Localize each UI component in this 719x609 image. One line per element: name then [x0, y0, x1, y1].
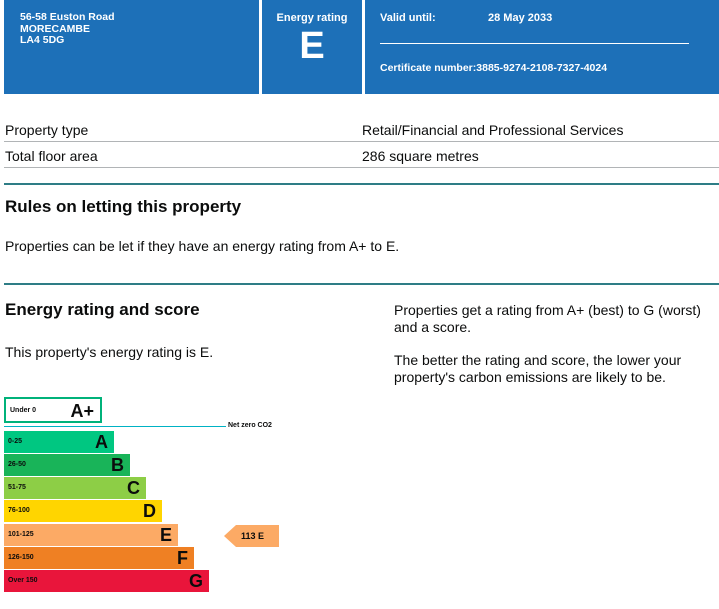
rating-letter: E	[299, 25, 325, 67]
fact-key: Property type	[5, 122, 89, 138]
band-letter: A+	[70, 401, 94, 421]
address-line-2: MORECAMBE	[20, 22, 90, 35]
certificate-header: 56-58 Euston Road MORECAMBE LA4 5DG Ener…	[0, 0, 719, 94]
band-letter: D	[143, 501, 156, 521]
valid-until-label: Valid until:	[380, 12, 436, 24]
band-range: Under 0	[10, 407, 37, 414]
certificate-number-row: Certificate number:3885-9274-2108-7327-4…	[380, 62, 607, 74]
section-divider	[4, 183, 719, 185]
net-zero-label: Net zero CO2	[228, 422, 272, 429]
band-g: Over 150 G	[4, 570, 209, 592]
energy-side-text-1: Properties get a rating from A+ (best) t…	[394, 302, 701, 335]
band-e: 101-125 E	[4, 524, 178, 546]
net-zero-line	[4, 426, 226, 427]
band-range: 51-75	[8, 484, 26, 491]
energy-heading: Energy rating and score	[5, 300, 200, 319]
certificate-number: 3885-9274-2108-7327-4024	[476, 62, 608, 74]
band-letter: F	[177, 548, 188, 568]
band-aplus: Under 0 A+	[4, 397, 102, 423]
band-d: 76-100 D	[4, 500, 162, 522]
band-letter: A	[95, 432, 108, 452]
band-letter: B	[111, 455, 124, 475]
energy-side-text-2: The better the rating and score, the low…	[394, 352, 682, 385]
header-divider	[380, 43, 689, 44]
certificate-number-label: Certificate number:	[380, 62, 477, 74]
band-b: 26-50 B	[4, 454, 130, 476]
current-score-label: 113 E	[241, 531, 264, 541]
fact-value: Retail/Financial and Professional Servic…	[362, 122, 624, 138]
band-range: 126-150	[8, 554, 34, 561]
address-line-3: LA4 5DG	[20, 34, 65, 46]
section-divider	[4, 283, 719, 285]
property-facts: Property type Retail/Financial and Profe…	[4, 116, 719, 168]
current-score: 113	[241, 531, 256, 541]
band-c: 51-75 C	[4, 477, 146, 499]
band-letter: E	[159, 525, 172, 545]
address-box: 56-58 Euston Road MORECAMBE LA4 5DG	[4, 0, 259, 94]
rating-box: Energy rating E	[262, 0, 362, 94]
valid-until-row: Valid until: 28 May 2033	[380, 12, 552, 24]
band-range: 101-125	[8, 531, 34, 538]
rules-heading: Rules on letting this property	[5, 197, 242, 216]
band-a: 0-25 A	[4, 431, 114, 453]
band-letter: G	[188, 571, 203, 591]
valid-until-date: 28 May 2033	[488, 12, 553, 24]
rules-text: Properties can be let if they have an en…	[5, 238, 400, 254]
band-f: 126-150 F	[4, 547, 194, 569]
band-range: Over 150	[8, 577, 38, 584]
fact-key: Total floor area	[5, 148, 98, 164]
current-letter: E	[258, 531, 265, 541]
address-line-1: 56-58 Euston Road	[20, 11, 115, 23]
band-range: 26-50	[8, 461, 26, 468]
fact-value: 286 square metres	[362, 148, 479, 164]
energy-text: This property's energy rating is E.	[5, 344, 214, 360]
band-range: 0-25	[8, 438, 23, 445]
score-arrow-shape	[224, 525, 279, 547]
fact-row-floor-area: Total floor area 286 square metres	[4, 142, 719, 168]
current-score-arrow: 113 E	[224, 525, 279, 547]
validity-box: Valid until: 28 May 2033 Certificate num…	[365, 0, 719, 94]
band-range: 76-100	[8, 507, 30, 514]
band-letter: C	[127, 478, 140, 498]
rating-label: Energy rating	[276, 12, 348, 24]
fact-row-property-type: Property type Retail/Financial and Profe…	[4, 116, 719, 142]
